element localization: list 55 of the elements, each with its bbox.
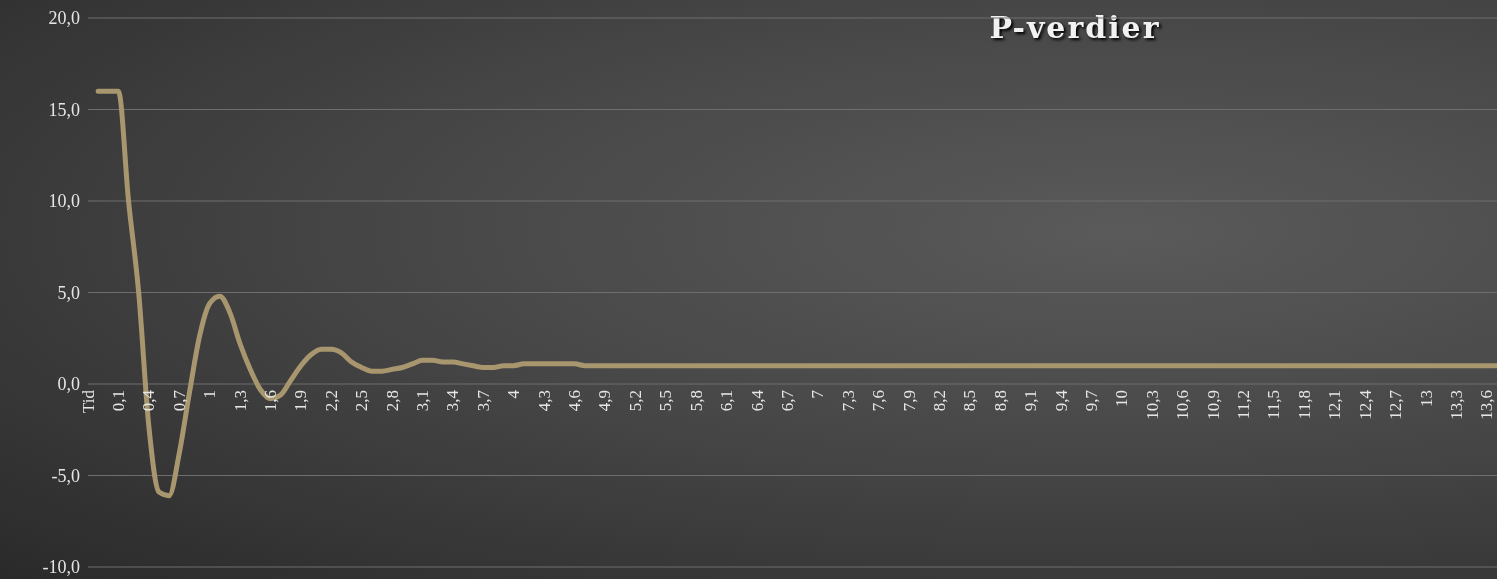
x-tick-label: 11,2 [1234,390,1254,420]
x-tick-label: 4,9 [595,390,615,412]
x-tick-label: 8,5 [960,390,980,412]
x-tick-label: 6,1 [717,390,737,412]
x-tick-label: 9,4 [1051,389,1071,412]
x-tick-label: 8,2 [929,390,949,412]
x-tick-label: 7,9 [899,390,919,412]
x-tick-label: 4 [504,389,524,399]
x-tick-label: 11,5 [1264,390,1284,420]
x-tick-label: 2,5 [352,390,372,412]
x-tick-label: 3,4 [443,389,463,412]
x-tick-label: 5,2 [625,390,645,412]
x-tick-label: 10,9 [1203,390,1223,420]
x-tick-label: 13 [1416,390,1436,407]
x-tick-label: 5,5 [656,390,676,412]
x-tick-label: 0,7 [169,389,189,412]
x-tick-label: 1 [200,390,220,399]
y-tick-label: 15,0 [48,99,80,120]
x-tick-label: 9,1 [1021,390,1041,412]
x-tick-label: 11,8 [1294,390,1314,420]
x-tick-label: 10 [1112,390,1132,407]
y-tick-label: 5,0 [57,282,80,303]
x-tick-label: 9,7 [1082,389,1102,412]
x-tick-label: 6,4 [747,389,767,412]
x-tick-label: 4,6 [565,390,585,412]
x-tick-label: 1,9 [291,390,311,412]
y-tick-label: 20,0 [48,8,80,29]
x-tick-label: 8,8 [990,390,1010,412]
x-tick-label: 2,8 [382,390,402,412]
x-tick-label: Tid [78,389,98,414]
y-tick-label: 0,0 [57,374,80,395]
x-tick-label: 3,1 [413,390,433,412]
x-tick-label: 3,7 [473,389,493,412]
x-tick-label: 0,4 [139,389,159,412]
chart-title: P-verdier [989,10,1161,45]
x-tick-label: 7,3 [838,390,858,412]
x-tick-label: 7,6 [869,390,889,412]
x-tick-label: 12,1 [1325,390,1345,420]
x-tick-label: 13,3 [1446,390,1466,420]
x-tick-label: 0,1 [108,390,128,412]
y-tick-label: 10,0 [48,191,80,212]
x-tick-label: 10,6 [1173,390,1193,420]
x-tick-label: 7 [808,389,828,399]
x-tick-label: 6,7 [777,389,797,412]
x-tick-label: 10,3 [1142,390,1162,420]
x-tick-label: 1,6 [260,390,280,412]
x-tick-label: 4,3 [534,390,554,412]
x-tick-label: 5,8 [686,390,706,412]
x-tick-label: 1,3 [230,390,250,412]
y-tick-label: -10,0 [42,557,80,578]
x-tick-label: 2,2 [321,390,341,412]
x-tick-label: 12,7 [1386,389,1406,420]
x-tick-label: 12,4 [1355,389,1375,420]
y-tick-label: -5,0 [51,465,80,486]
x-tick-label: 13,6 [1477,390,1497,420]
